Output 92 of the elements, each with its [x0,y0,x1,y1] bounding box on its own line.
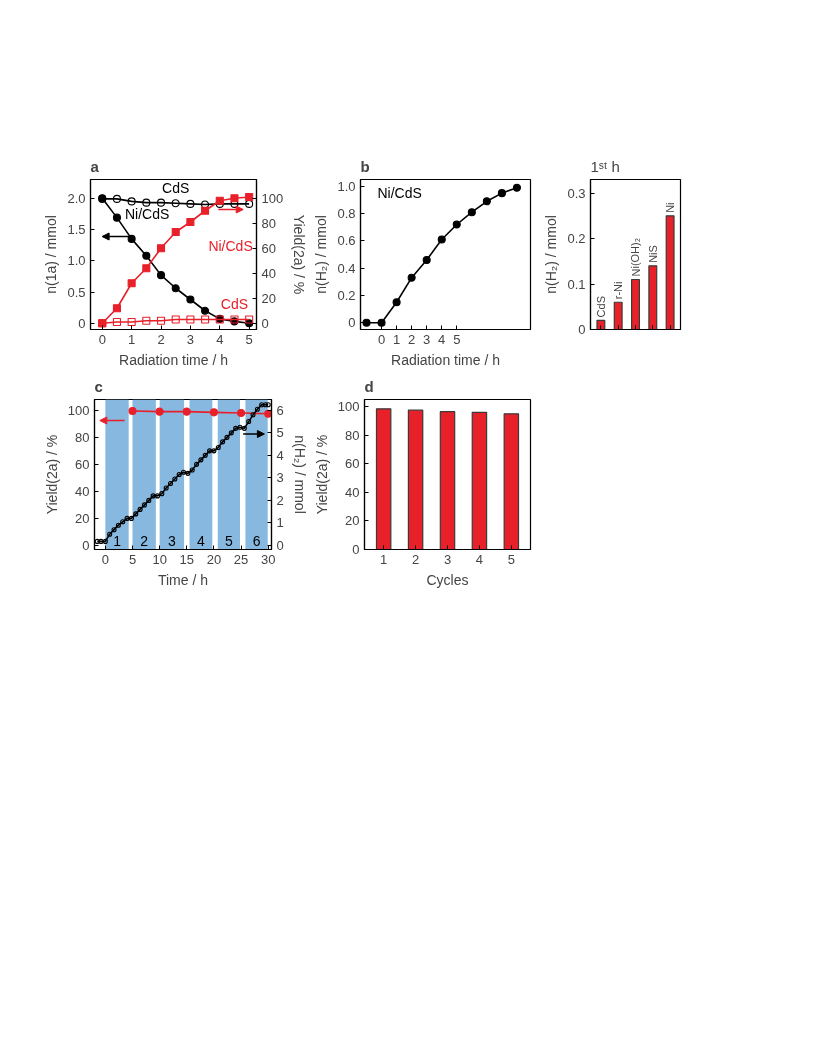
y2-axis-title: n(H₂) / mmol [291,435,308,514]
y-tick-label: 40 [75,483,90,499]
x-tick-label: 2 [411,551,420,567]
x-tick-label: 3 [186,331,195,347]
y-tick-label: 60 [75,456,90,472]
y-tick-label: 0.4 [337,260,356,276]
y2-tick-label: 2 [276,492,284,508]
x-tick-label: 2 [157,331,165,347]
band-label: 2 [140,532,149,549]
y2-tick-label: 0 [261,315,269,331]
text: Ni/CdS [377,184,422,201]
x-tick-label: Ni [664,202,677,213]
y-tick-label: 1.0 [337,178,356,194]
band-label: 4 [197,532,206,549]
x-tick-label: 0 [98,331,106,347]
series-label: Ni/CdS [124,205,170,222]
y-axis-title: n(1a) / mmol [43,215,60,294]
y2-tick-label: 6 [276,402,284,418]
x-tick-label: 5 [245,331,253,347]
y-axis-title: Yield(2a) / % [43,434,60,515]
band-label: 6 [252,532,261,549]
x-axis-title: Radiation time / h [119,351,228,368]
y2-tick-label: 60 [261,240,276,256]
chart-title: d [364,377,374,395]
band-label: 1 [113,532,122,549]
x-tick-label: 4 [475,551,484,567]
x-tick-label: 3 [423,331,431,347]
y2-tick-label: 40 [261,265,276,281]
y-tick-label: 0 [78,315,86,331]
series-label: CdS [220,295,249,312]
y2-axis-title: Yield(2a) / % [291,214,308,295]
y2-tick-label: 0 [276,537,284,553]
y-tick-label: 0 [82,537,90,553]
x-tick-label: 10 [152,551,167,567]
y2-tick-label: 4 [276,447,284,463]
x-tick-label: NiS [646,245,659,263]
x-tick-label: 4 [438,331,446,347]
series-label: CdS [162,180,190,197]
x-tick-label: 3 [443,551,452,567]
y-tick-label: 0 [348,315,356,331]
series-label: Ni/CdS [208,238,253,254]
x-tick-label: 30 [261,551,276,567]
y-tick-label: 1.5 [67,222,86,237]
y-axis-title: Yield(2a) / % [313,434,330,515]
y-tick-label: 80 [75,429,90,445]
y-tick-label: 0.3 [567,185,586,201]
x-tick-label: 1 [380,551,388,567]
y2-tick-label: 80 [261,215,276,231]
y-tick-label: 20 [75,510,90,526]
x-tick-label: 2 [408,331,416,347]
y-tick-label: 1.0 [67,253,86,269]
band-label: 5 [224,532,233,549]
y-tick-label: 40 [345,484,360,500]
y-tick-label: 100 [337,399,360,415]
y2-tick-label: 1 [276,515,284,531]
y-tick-label: 60 [345,456,360,472]
chart-title: b [360,157,370,175]
x-axis-title: Cycles [426,571,469,588]
x-tick-label: 25 [233,551,249,567]
x-axis-title: Time / h [157,571,209,588]
y-tick-label: 0.2 [567,231,586,247]
x-tick-label: 5 [507,551,515,567]
y-tick-label: 100 [67,402,90,418]
x-tick-label: 15 [179,551,195,567]
y-tick-label: 0.6 [337,233,356,249]
y-tick-label: 0.5 [67,284,86,300]
y-tick-label: 2.0 [67,190,86,206]
y-tick-label: 0.8 [337,206,356,222]
chart-title: c [94,377,103,395]
y-axis-title: n(H₂) / mmol [313,215,330,294]
y-tick-label: 0.1 [567,276,586,292]
x-axis-title: Radiation time / h [391,351,500,368]
y2-tick-label: 3 [276,470,284,486]
y-tick-label: 80 [345,427,360,443]
y2-tick-label: 100 [261,190,284,206]
y2-tick-label: 5 [276,425,284,441]
x-tick-label: 1 [128,331,136,347]
x-tick-label: 5 [128,551,137,567]
chart-title: 1ˢᵗ h [590,157,620,175]
y-axis-title: n(H₂) / mmol [543,215,560,294]
chart-title: a [90,157,100,175]
y-tick-label: 0.2 [337,287,356,303]
x-tick-label: 4 [216,331,224,347]
band-label: 3 [167,532,176,549]
x-tick-label: 20 [206,551,222,567]
x-tick-label: 5 [453,331,461,347]
x-tick-label: 0 [101,551,109,567]
y-tick-label: 20 [345,513,360,529]
x-tick-label: 0 [377,331,386,347]
x-tick-label: Ni(OH)₂ [629,238,642,277]
x-tick-label: 1 [392,331,401,347]
x-tick-label: r-Ni [612,281,625,300]
